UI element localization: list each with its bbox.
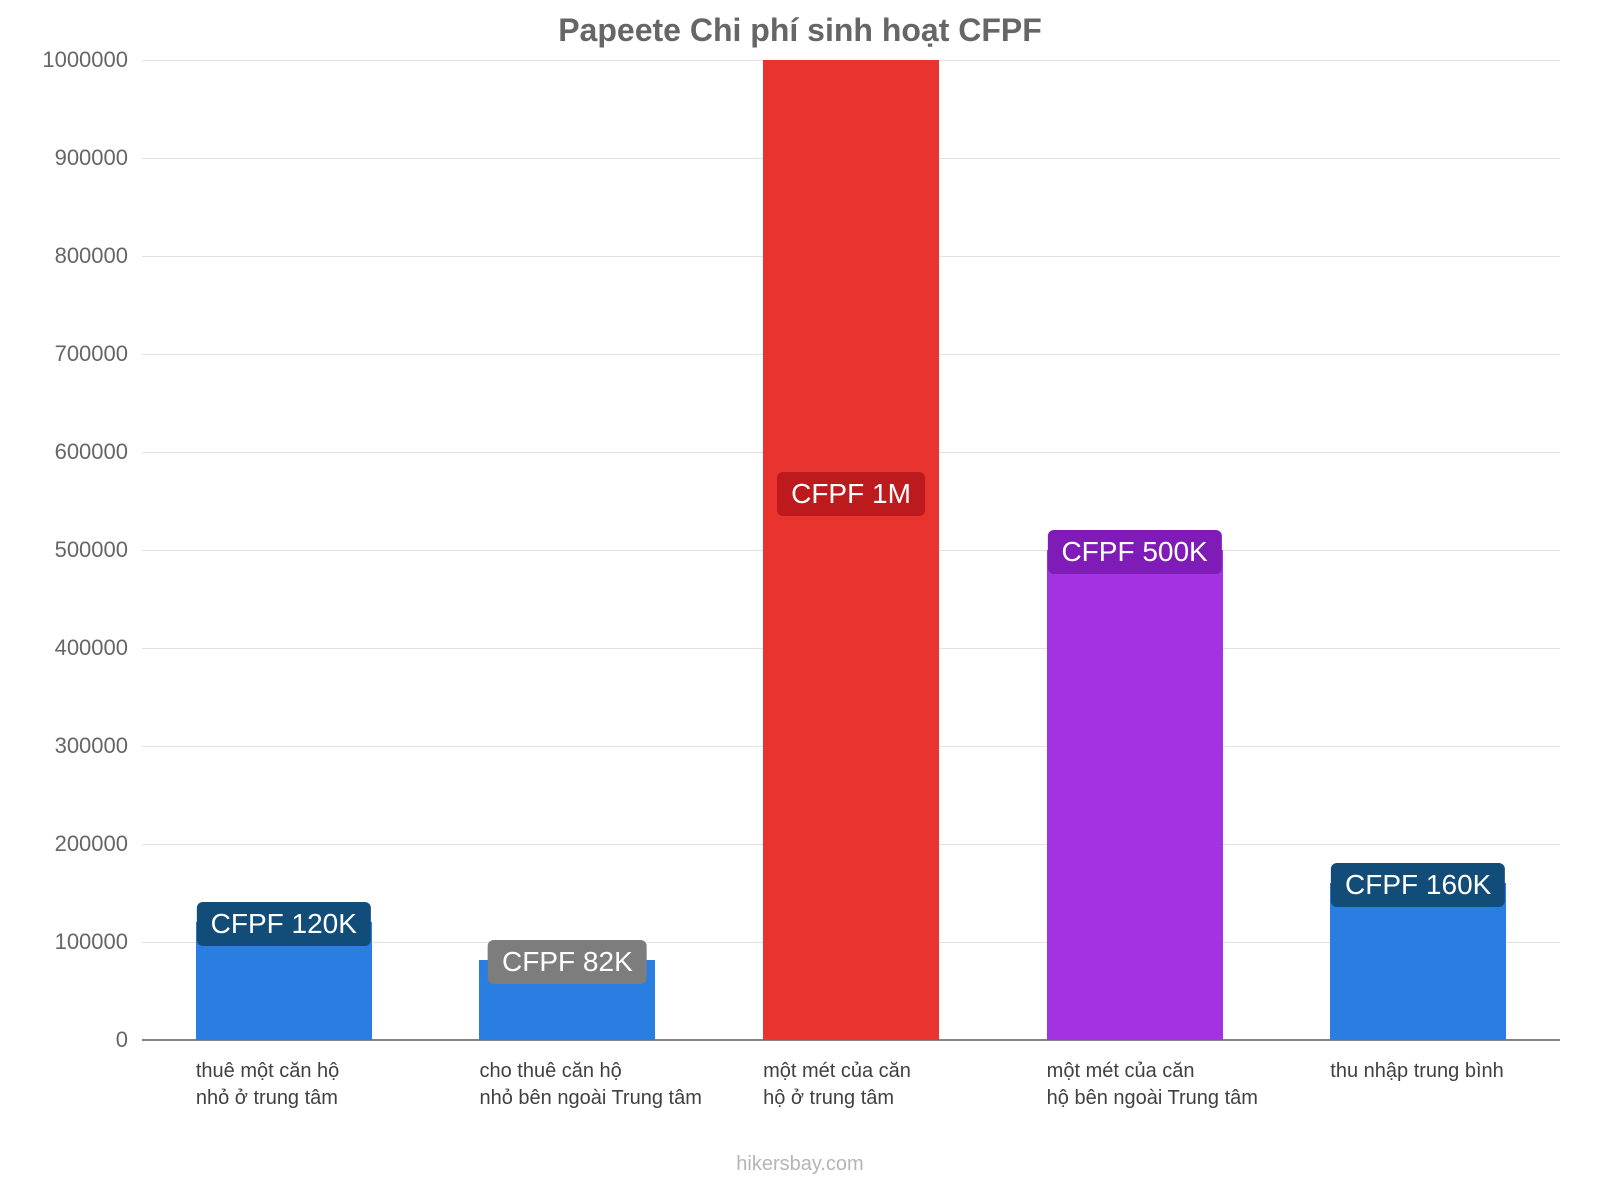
y-tick-label: 900000: [55, 145, 128, 171]
chart-container: Papeete Chi phí sinh hoạt CFPF 010000020…: [0, 0, 1600, 1200]
bar-value-label: CFPF 120K: [197, 902, 371, 946]
bar-value-label: CFPF 500K: [1047, 530, 1221, 574]
y-tick-label: 100000: [55, 929, 128, 955]
x-category-label: thu nhập trung bình: [1330, 1058, 1600, 1085]
y-tick-label: 600000: [55, 439, 128, 465]
plot-area: 0100000200000300000400000500000600000700…: [142, 60, 1560, 1040]
x-category-label: một mét của cănhộ bên ngoài Trung tâm: [1047, 1058, 1331, 1112]
chart-title: Papeete Chi phí sinh hoạt CFPF: [0, 12, 1600, 49]
x-category-label: thuê một căn hộnhỏ ở trung tâm: [196, 1058, 480, 1112]
attribution-text: hikersbay.com: [0, 1153, 1600, 1176]
y-tick-label: 800000: [55, 243, 128, 269]
bar-value-label: CFPF 160K: [1331, 863, 1505, 907]
y-tick-label: 400000: [55, 635, 128, 661]
x-category-label: cho thuê căn hộnhỏ bên ngoài Trung tâm: [479, 1058, 763, 1112]
x-category-label: một mét của cănhộ ở trung tâm: [763, 1058, 1047, 1112]
y-tick-label: 500000: [55, 537, 128, 563]
bar: [763, 60, 939, 1040]
y-tick-label: 200000: [55, 831, 128, 857]
bar: [1047, 550, 1223, 1040]
y-tick-label: 300000: [55, 733, 128, 759]
bar-value-label: CFPF 82K: [488, 940, 647, 984]
y-tick-label: 0: [116, 1027, 128, 1053]
bar-value-label: CFPF 1M: [777, 472, 925, 516]
y-tick-label: 700000: [55, 341, 128, 367]
y-tick-label: 1000000: [42, 47, 128, 73]
